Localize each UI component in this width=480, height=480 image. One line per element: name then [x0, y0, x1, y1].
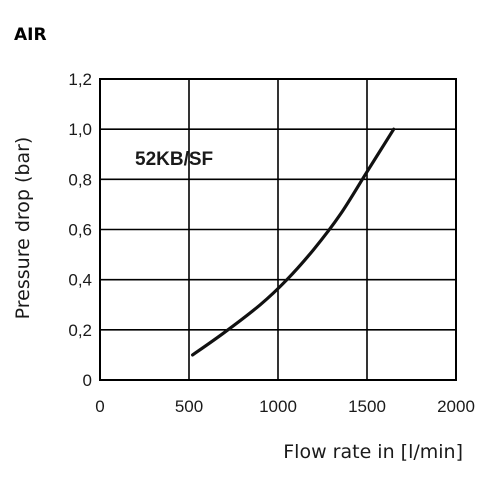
grid: [100, 79, 456, 380]
x-tick-label: 500: [175, 397, 203, 416]
plot-frame: [99, 78, 457, 381]
y-tick-label: 0,8: [68, 170, 92, 189]
chart-title: AIR: [14, 25, 47, 45]
series-label: 52KB/SF: [135, 149, 213, 170]
x-tick-label: 2000: [437, 397, 475, 416]
y-axis-label: Pressure drop (bar): [12, 137, 34, 320]
y-tick-label: 0: [83, 371, 92, 390]
y-tick-label: 1,0: [68, 120, 92, 139]
x-tick-label: 1500: [348, 397, 386, 416]
x-axis-ticks: 0 500 1000 1500 2000: [95, 397, 475, 416]
series-layer: [191, 127, 396, 357]
y-tick-label: 0,2: [68, 321, 92, 340]
y-tick-label: 1,2: [68, 70, 92, 89]
y-axis-ticks: 0 0,2 0,4 0,6 0,8 1,0 1,2: [68, 70, 92, 390]
y-tick-label: 0,4: [68, 271, 92, 290]
y-tick-label: 0,6: [68, 221, 92, 240]
x-tick-label: 1000: [259, 397, 297, 416]
x-tick-label: 0: [95, 397, 104, 416]
series-line: [191, 127, 396, 357]
x-axis-label: Flow rate in [l/min]: [283, 441, 463, 463]
